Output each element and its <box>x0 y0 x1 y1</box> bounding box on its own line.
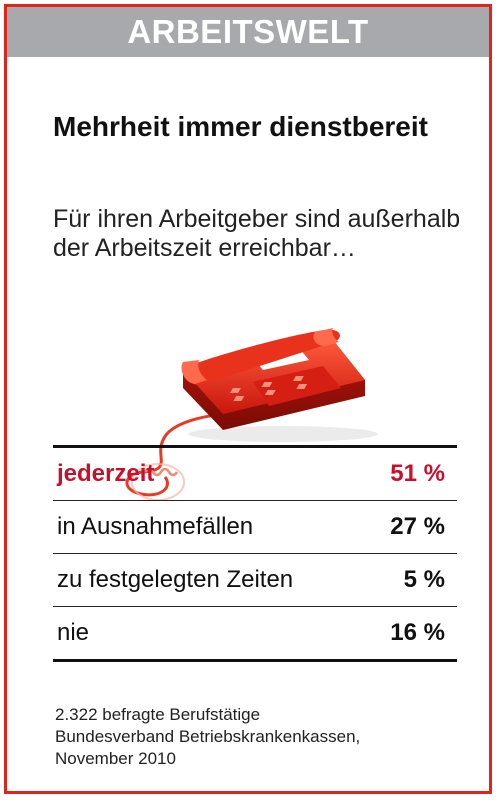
row-label: jederzeit <box>57 460 155 487</box>
source-sample: 2.322 befragte Berufstätige <box>55 705 261 724</box>
row-value: 27 % <box>390 513 445 540</box>
row-label: in Ausnahmefällen <box>57 513 254 540</box>
results-table: jederzeit 51 % in Ausnahmefällen 27 % zu fes… <box>53 445 457 662</box>
infographic-title: Mehrheit immer dienstbereit <box>53 111 428 142</box>
infographic-frame: ARBEITSWELT Mehrheit immer dienstbereit … <box>4 4 492 794</box>
row-value: 5 % <box>403 566 445 593</box>
telephone-icon <box>125 328 378 501</box>
source-note: 2.322 befragte Berufstätige Bundesverban… <box>55 704 475 770</box>
row-label: zu festgelegten Zeiten <box>57 566 294 593</box>
table-row: jederzeit 51 % <box>53 445 457 501</box>
row-value: 51 % <box>390 460 445 487</box>
table-row: nie 16 % <box>53 607 457 662</box>
table-row: zu festgelegten Zeiten 5 % <box>53 554 457 607</box>
row-value: 16 % <box>390 619 445 646</box>
row-label: nie <box>57 619 90 646</box>
source-date: November 2010 <box>55 749 176 768</box>
table-row: in Ausnahmefällen 27 % <box>53 501 457 554</box>
source-publisher: Bundesverband Betriebskrankenkassen, <box>55 727 361 746</box>
infographic-subtitle: Für ihren Arbeitgeber sind außerhalb der… <box>53 205 461 262</box>
section-banner: ARBEITSWELT <box>7 7 489 57</box>
